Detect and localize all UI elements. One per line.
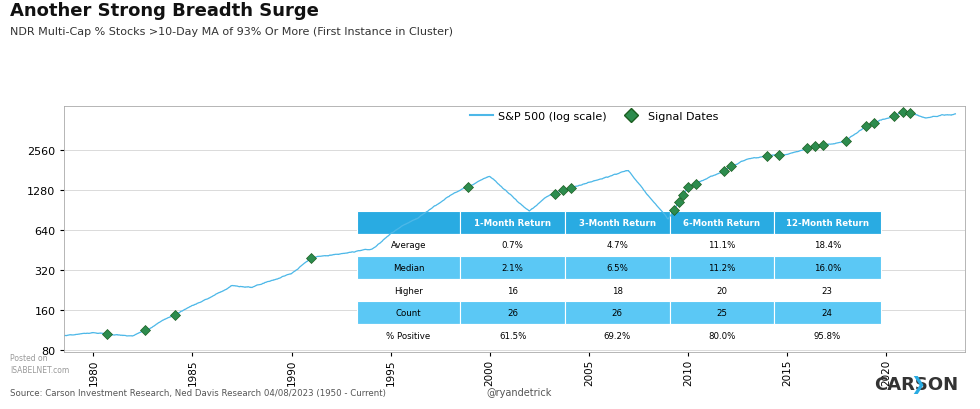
Text: 1-Month Return: 1-Month Return [474,218,551,227]
FancyBboxPatch shape [774,256,881,279]
Text: 61.5%: 61.5% [499,331,526,340]
Text: 69.2%: 69.2% [604,331,631,340]
Text: 80.0%: 80.0% [709,331,736,340]
Text: CARSON: CARSON [874,375,958,393]
FancyBboxPatch shape [357,256,461,279]
Text: 23: 23 [822,286,833,295]
FancyBboxPatch shape [565,211,669,234]
Text: 25: 25 [716,308,727,317]
FancyBboxPatch shape [461,211,565,234]
Text: Source: Carson Investment Research, Ned Davis Research 04/08/2023 (1950 - Curren: Source: Carson Investment Research, Ned … [10,388,386,397]
Text: Median: Median [393,263,424,272]
Text: 3-Month Return: 3-Month Return [579,218,656,227]
Text: Average: Average [391,241,426,250]
FancyBboxPatch shape [669,279,774,302]
Text: 18.4%: 18.4% [813,241,841,250]
FancyBboxPatch shape [461,324,565,347]
Text: 20: 20 [716,286,727,295]
FancyBboxPatch shape [774,211,881,234]
Text: ❯: ❯ [910,375,925,393]
FancyBboxPatch shape [669,234,774,256]
FancyBboxPatch shape [565,302,669,324]
Text: % Positive: % Positive [386,331,430,340]
Text: ISABELNET.com: ISABELNET.com [10,365,69,374]
Text: 2.1%: 2.1% [502,263,523,272]
Text: Higher: Higher [394,286,423,295]
FancyBboxPatch shape [774,324,881,347]
Text: Another Strong Breadth Surge: Another Strong Breadth Surge [10,2,318,20]
Legend: S&P 500 (log scale), Signal Dates: S&P 500 (log scale), Signal Dates [466,107,722,126]
FancyBboxPatch shape [669,211,774,234]
FancyBboxPatch shape [461,279,565,302]
Text: 24: 24 [822,308,833,317]
FancyBboxPatch shape [565,324,669,347]
FancyBboxPatch shape [669,324,774,347]
Text: 6-Month Return: 6-Month Return [683,218,760,227]
FancyBboxPatch shape [774,302,881,324]
Text: 11.1%: 11.1% [709,241,736,250]
FancyBboxPatch shape [461,234,565,256]
Text: 12-Month Return: 12-Month Return [786,218,869,227]
Text: Count: Count [396,308,421,317]
FancyBboxPatch shape [565,279,669,302]
FancyBboxPatch shape [669,302,774,324]
FancyBboxPatch shape [669,256,774,279]
Text: 6.5%: 6.5% [607,263,628,272]
FancyBboxPatch shape [565,256,669,279]
FancyBboxPatch shape [357,234,461,256]
Text: 11.2%: 11.2% [709,263,736,272]
FancyBboxPatch shape [565,234,669,256]
Text: @ryandetrick: @ryandetrick [487,387,552,397]
Text: 4.7%: 4.7% [607,241,628,250]
Text: 26: 26 [508,308,518,317]
Text: Posted on: Posted on [10,353,47,362]
Text: 18: 18 [612,286,622,295]
FancyBboxPatch shape [357,279,461,302]
Text: 0.7%: 0.7% [502,241,523,250]
FancyBboxPatch shape [774,234,881,256]
FancyBboxPatch shape [774,279,881,302]
Text: NDR Multi-Cap % Stocks >10-Day MA of 93% Or More (First Instance in Cluster): NDR Multi-Cap % Stocks >10-Day MA of 93%… [10,27,453,36]
Text: 26: 26 [612,308,622,317]
Text: 16: 16 [508,286,518,295]
Text: 16.0%: 16.0% [813,263,841,272]
FancyBboxPatch shape [461,256,565,279]
FancyBboxPatch shape [357,211,461,234]
FancyBboxPatch shape [461,302,565,324]
FancyBboxPatch shape [357,324,461,347]
FancyBboxPatch shape [357,302,461,324]
Text: 95.8%: 95.8% [813,331,841,340]
